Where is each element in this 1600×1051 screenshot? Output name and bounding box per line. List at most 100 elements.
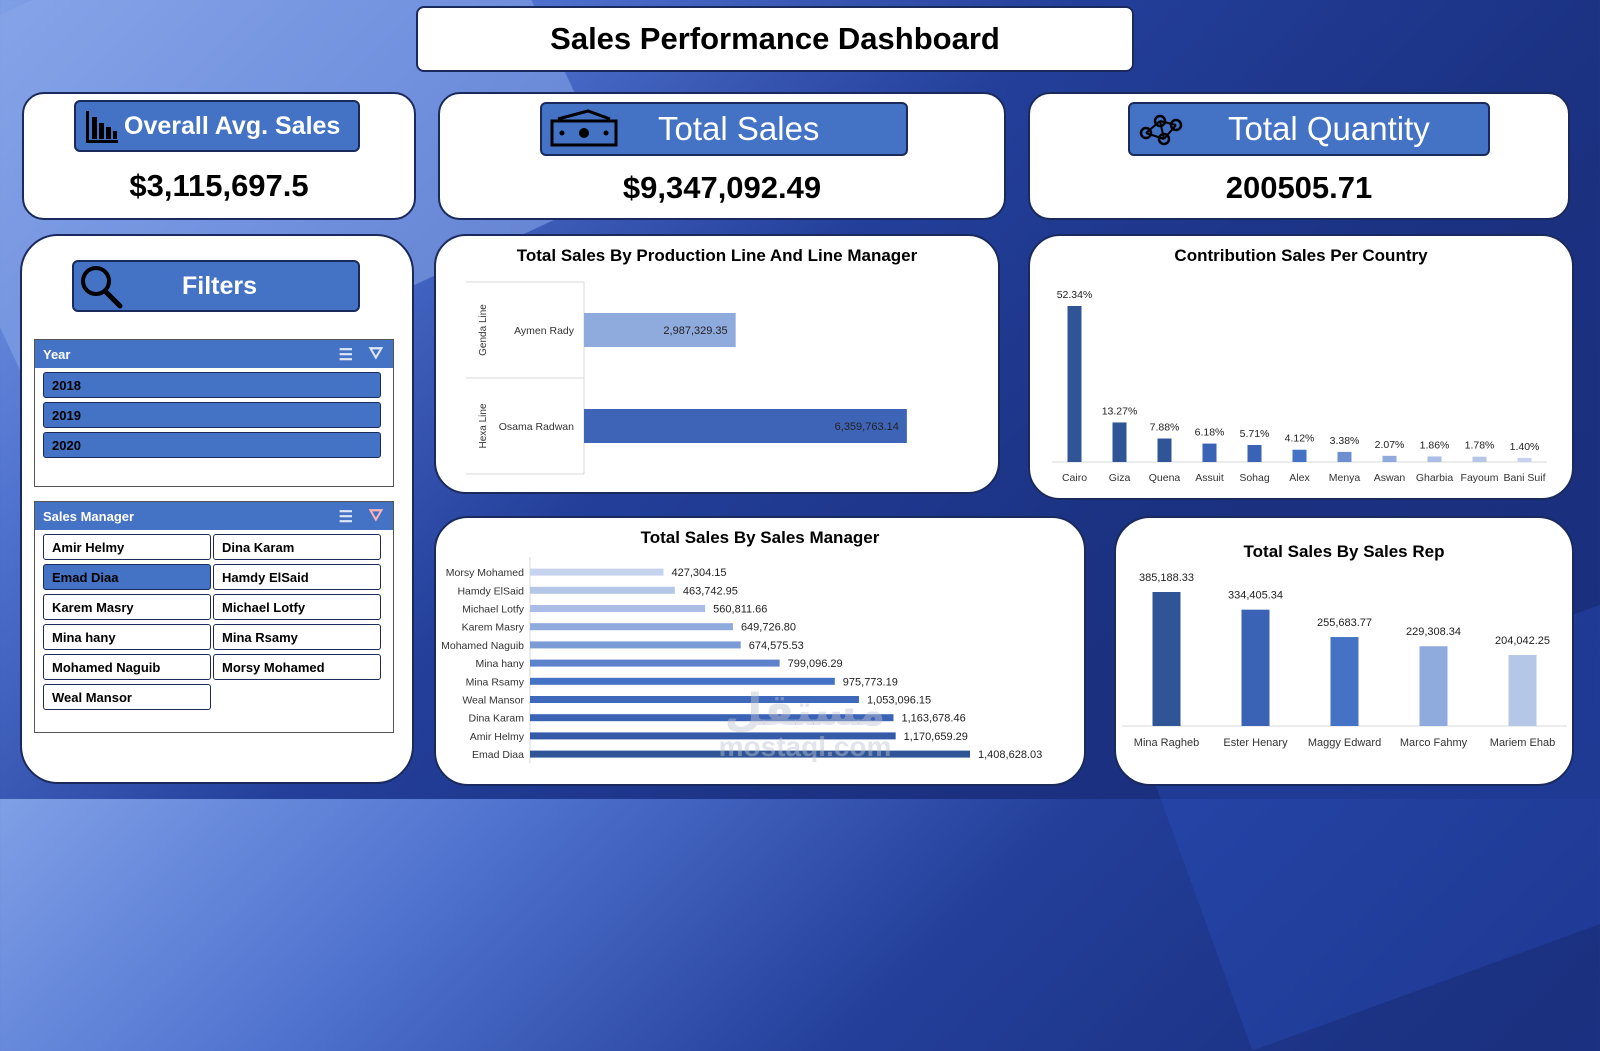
sales-manager-option-hamdy-elsaid[interactable]: Hamdy ElSaid (213, 564, 381, 590)
sales-manager-option-morsy-mohamed[interactable]: Morsy Mohamed (213, 654, 381, 680)
category-label: Hamdy ElSaid (457, 585, 524, 597)
category-label: Mina Ragheb (1134, 737, 1199, 749)
sales-rep-chart-card: Total Sales By Sales Rep 385,188.33 Mina … (1114, 516, 1574, 786)
sales-manager-option-amir-helmy[interactable]: Amir Helmy (43, 534, 211, 560)
multi-select-icon[interactable]: ☰ (338, 347, 353, 364)
group-label: Genda Line (478, 304, 489, 356)
data-label: 2,987,329.35 (663, 325, 727, 337)
bar (1292, 449, 1307, 462)
category-label: Fayoum (1461, 472, 1499, 484)
year-slicer-header: Year ☰ ⛛ (35, 340, 393, 368)
category-label: Assuit (1195, 472, 1224, 484)
kpi-avg-label-box: Overall Avg. Sales (74, 100, 360, 152)
category-label: Aswan (1374, 472, 1406, 484)
year-option-2018[interactable]: 2018 (43, 372, 381, 398)
bar (530, 641, 741, 649)
category-label: Amir Helmy (470, 731, 525, 743)
sales-manager-option-weal-mansor[interactable]: Weal Mansor (43, 684, 211, 710)
bar (1157, 438, 1172, 462)
bar (1330, 637, 1359, 726)
sales-manager-option-michael-lotfy[interactable]: Michael Lotfy (213, 594, 381, 620)
sales-manager-slicer: Sales Manager ☰ ⛛ Amir Helmy Dina Karam Em… (34, 501, 394, 733)
data-label: 463,742.95 (683, 585, 738, 597)
category-label: Cairo (1062, 472, 1087, 484)
filters-panel: Filters Year ☰ ⛛ 2018 2019 2020 Sales Mana… (20, 234, 414, 784)
country-chart: 52.34% Cairo 13.27% Giza 7.88% Quena 6.18% Assu… (1052, 289, 1547, 484)
sales-manager-option-dina-karam[interactable]: Dina Karam (213, 534, 381, 560)
sales-rep-chart: 385,188.33 Mina Ragheb 334,405.34 Ester Hen… (1122, 572, 1567, 749)
sales-manager-slicer-title: Sales Manager (43, 508, 135, 524)
kpi-total-quantity-label-box: Total Quantity (1128, 102, 1490, 156)
data-label: 13.27% (1102, 405, 1138, 417)
category-label: Maggy Edward (1308, 737, 1381, 749)
category-label: Weal Mansor (462, 695, 524, 707)
year-slicer-title: Year (43, 346, 71, 362)
clear-filter-icon[interactable]: ⛛ (368, 506, 383, 525)
bar (530, 568, 664, 576)
category-label: Menya (1329, 472, 1361, 484)
data-label: 560,811.66 (713, 604, 767, 616)
data-label: 6,359,763.14 (835, 421, 899, 433)
data-label: 1.40% (1510, 441, 1540, 453)
production-line-chart: Genda Line Aymen Rady 2,987,329.35 Hexa Lin… (466, 281, 907, 475)
category-label: Aymen Rady (514, 325, 575, 337)
data-label: 6.18% (1195, 427, 1225, 439)
year-option-2020[interactable]: 2020 (43, 432, 381, 458)
data-label: 385,188.33 (1139, 572, 1194, 584)
category-label: Gharbia (1416, 472, 1454, 484)
sales-manager-option-emad-diaa[interactable]: Emad Diaa (43, 564, 211, 590)
clear-filter-icon[interactable]: ⛛ (368, 344, 383, 363)
category-label: Giza (1109, 472, 1131, 484)
data-label: 1,408,628.03 (978, 749, 1042, 761)
page-title: Sales Performance Dashboard (550, 21, 1000, 56)
bar (1067, 306, 1082, 462)
filters-title: Filters (182, 271, 258, 300)
data-label: 1,163,678.46 (901, 713, 965, 725)
bar (1112, 422, 1127, 462)
bar (1419, 646, 1448, 726)
sales-manager-option-karem-masry[interactable]: Karem Masry (43, 594, 211, 620)
bar (1382, 455, 1397, 462)
bar (1247, 444, 1262, 462)
bar (530, 586, 675, 594)
bar (530, 714, 894, 722)
bar (584, 409, 907, 443)
money-icon (550, 109, 618, 147)
data-label: 427,304.15 (671, 567, 726, 579)
sales-manager-option-mina-rsamy[interactable]: Mina Rsamy (213, 624, 381, 650)
bar (530, 659, 780, 667)
bar (1517, 457, 1532, 462)
category-label: Quena (1149, 472, 1181, 484)
data-label: 975,773.19 (843, 676, 898, 688)
bar (1152, 592, 1181, 726)
kpi-total-sales-value: $9,347,092.49 (622, 170, 822, 205)
data-label: 1.78% (1465, 440, 1495, 452)
sales-manager-option-mohamed-naguib[interactable]: Mohamed Naguib (43, 654, 211, 680)
bar (530, 732, 896, 740)
multi-select-icon[interactable]: ☰ (338, 509, 353, 526)
category-label: Marco Fahmy (1400, 737, 1468, 749)
bar (584, 313, 736, 347)
group-label: Hexa Line (478, 403, 489, 448)
country-chart-title: Contribution Sales Per Country (1174, 246, 1428, 265)
bar (1241, 609, 1270, 726)
category-label: Alex (1289, 472, 1310, 484)
sales-rep-chart-title: Total Sales By Sales Rep (1243, 542, 1445, 561)
data-label: 255,683.77 (1317, 617, 1372, 629)
bar (530, 677, 835, 685)
bar (1427, 456, 1442, 462)
kpi-total-sales-label-box: Total Sales (540, 102, 908, 156)
bar (530, 623, 733, 631)
country-chart-card: Contribution Sales Per Country 52.34% Cai… (1028, 234, 1574, 500)
category-label: Mariem Ehab (1490, 737, 1555, 749)
sales-manager-slicer-header: Sales Manager ☰ ⛛ (35, 502, 393, 530)
year-option-2019[interactable]: 2019 (43, 402, 381, 428)
sales-manager-option-mina-hany[interactable]: Mina hany (43, 624, 211, 650)
search-icon (81, 266, 123, 309)
category-label: Ester Henary (1223, 737, 1288, 749)
data-label: 52.34% (1057, 289, 1093, 301)
category-label: Morsy Mohamed (446, 567, 524, 579)
kpi-total-quantity-card: Total Quantity 200505.71 (1028, 92, 1570, 220)
data-label: 229,308.34 (1406, 626, 1461, 638)
production-line-chart-card: Total Sales By Production Line And Line … (434, 234, 1000, 494)
